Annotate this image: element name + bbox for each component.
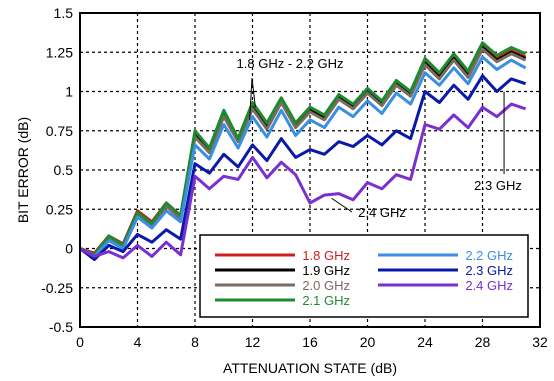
legend-label: 2.1 GHz — [302, 293, 350, 308]
x-tick-label: 32 — [532, 334, 548, 350]
legend-label: 2.0 GHz — [302, 278, 350, 293]
series-line-2-2-ghz — [79, 55, 527, 258]
legend-label: 1.9 GHz — [302, 263, 350, 278]
annotation-2-4-ghz: 2.4 GHz — [358, 205, 406, 220]
x-tick-label: 12 — [245, 334, 261, 350]
series-line-2-3-ghz — [79, 74, 527, 261]
series-line-2-1-ghz — [79, 41, 527, 257]
legend-label: 1.8 GHz — [302, 248, 350, 263]
y-tick-label: 0 — [65, 241, 73, 257]
annotation-1-8-2-2-ghz: 1.8 GHz - 2.2 GHz — [237, 56, 344, 71]
tick-labels: 0 4 8 12 16 20 24 28 32 -0.5 -0.25 0 0.25 0.5 0.75 1 1.2… — [41, 5, 548, 350]
annotation-leader — [331, 197, 353, 213]
annotations: 1.8 GHz - 2.2 GHz 2.3 GHz 2.4 GHz — [237, 56, 522, 220]
y-tick-label: -0.5 — [49, 319, 73, 335]
legend-box — [199, 234, 529, 318]
x-tick-label: 8 — [191, 334, 199, 350]
x-tick-label: 16 — [302, 334, 318, 350]
x-tick-label: 28 — [475, 334, 491, 350]
series-line-2-4-ghz — [79, 102, 527, 260]
x-tick-label: 20 — [360, 334, 376, 350]
y-tick-label: 1 — [65, 84, 73, 100]
legend-label: 2.2 GHz — [465, 248, 513, 263]
y-tick-label: 0.25 — [46, 201, 73, 217]
y-axis-title: BIT ERROR (dB) — [15, 117, 31, 223]
annotation-leader — [249, 77, 253, 120]
x-tick-label: 24 — [417, 334, 433, 350]
x-tick-label: 0 — [76, 334, 84, 350]
series-lines — [79, 41, 527, 261]
annotation-leader — [251, 77, 256, 108]
y-tick-label: 0.75 — [46, 123, 73, 139]
legend-label: 2.4 GHz — [465, 278, 513, 293]
x-tick-label: 4 — [134, 334, 142, 350]
annotation-2-3-ghz: 2.3 GHz — [474, 178, 522, 193]
y-tick-label: 1.25 — [46, 44, 73, 60]
x-axis-title: ATTENUATION STATE (dB) — [223, 360, 397, 376]
y-tick-label: 1.5 — [54, 5, 74, 21]
plot-frame — [79, 12, 541, 328]
y-tick-label: 0.5 — [54, 162, 74, 178]
y-tick-label: -0.25 — [41, 280, 73, 296]
legend-label: 2.3 GHz — [465, 263, 513, 278]
